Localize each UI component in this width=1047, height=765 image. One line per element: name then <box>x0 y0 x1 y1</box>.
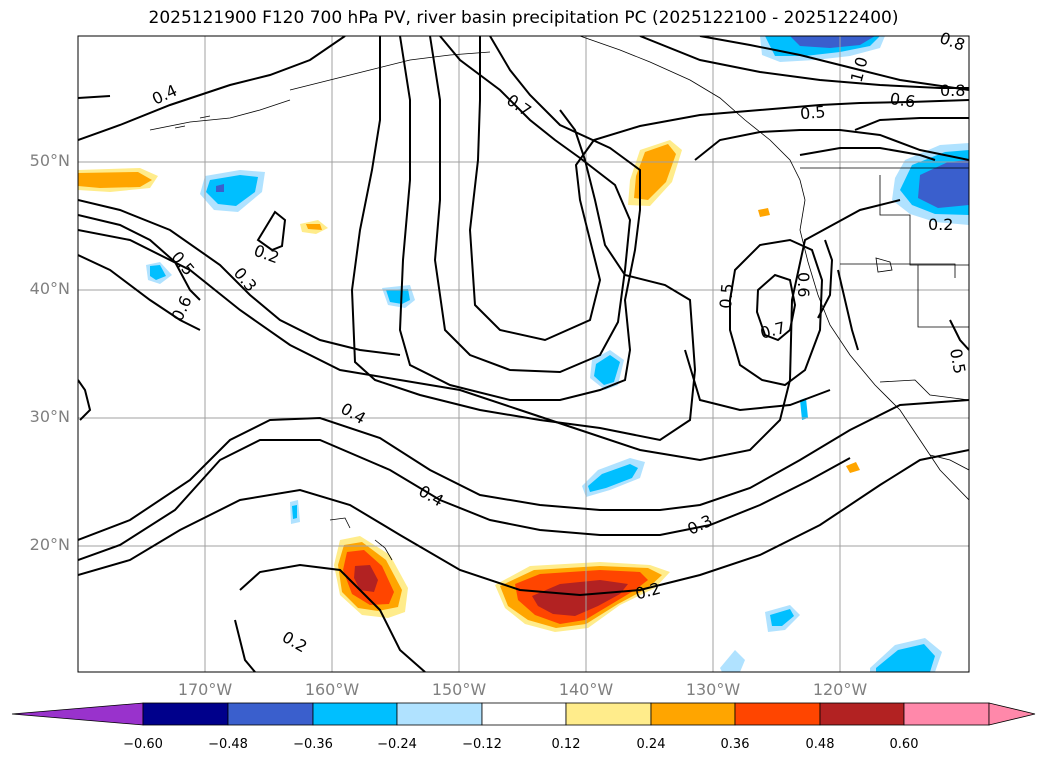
fill-pos-subtrop-l4 <box>532 580 628 616</box>
colorbar-bin <box>142 702 229 726</box>
fill-neg-e <box>800 398 808 420</box>
contour-label: 0.6 <box>889 89 917 111</box>
lat-label-50n: 50°N <box>29 151 70 170</box>
colorbar-tick: 0.12 <box>551 737 581 752</box>
colorbar-tick: 0.36 <box>720 737 750 752</box>
lon-label-160w: 160°W <box>304 680 360 699</box>
colorbar-tick: 0.60 <box>889 737 919 752</box>
contour-label: 0.5 <box>946 347 969 375</box>
fill-neg-se1-core <box>770 609 794 626</box>
fill-pos-gulf-alaska-core <box>634 144 676 200</box>
colorbar-bin <box>312 702 398 726</box>
lat-label-40n: 40°N <box>29 279 70 298</box>
colorbar-bin <box>565 702 652 726</box>
fill-pos-small-2 <box>758 208 770 217</box>
fill-neg-top-l3 <box>790 36 875 48</box>
colorbar-bin <box>227 702 314 726</box>
fill-pos-small-1-core <box>306 224 322 230</box>
precip-pc-fills <box>78 36 969 672</box>
contour-label: 0.5 <box>799 102 826 123</box>
lon-label-130w: 130°W <box>685 680 741 699</box>
lon-label-140w: 140°W <box>558 680 614 699</box>
contour-label: 0.6 <box>794 272 813 297</box>
fill-pos-small-3 <box>846 462 860 473</box>
colorbar-bin <box>650 702 736 726</box>
colorbar-tick: −0.12 <box>462 737 502 752</box>
colorbar-extend-high <box>988 702 1036 726</box>
lon-label-170w: 170°W <box>177 680 233 699</box>
fill-pos-west-edge-core <box>78 172 152 188</box>
map-border <box>77 35 970 673</box>
map-title: 2025121900 F120 700 hPa PV, river basin … <box>148 8 899 28</box>
contour-label: 0.8 <box>940 81 965 100</box>
colorbar-bin <box>819 702 905 726</box>
colorbar-tick: −0.60 <box>123 737 163 752</box>
map-frame-bg <box>78 36 969 672</box>
pv-contours <box>78 36 969 672</box>
colorbar <box>11 702 1036 726</box>
fill-neg-f-core <box>292 505 297 519</box>
colorbar-bin <box>734 702 821 726</box>
colorbar-tick: −0.48 <box>208 737 248 752</box>
colorbar-tick: −0.36 <box>293 737 333 752</box>
colorbar-tick: 0.24 <box>636 737 666 752</box>
fill-neg-c-core <box>594 355 620 385</box>
colorbar-bin <box>481 702 567 726</box>
fill-neg-d-core <box>588 464 638 492</box>
fill-neg-se3-core <box>876 644 935 672</box>
graticule <box>78 36 969 672</box>
fill-neg-west-l3 <box>216 184 224 192</box>
fill-neg-se2 <box>720 650 745 672</box>
fill-neg-east-l3 <box>918 160 969 208</box>
colorbar-tick: −0.24 <box>377 737 417 752</box>
fill-neg-w2-core <box>150 265 166 280</box>
lon-label-150w: 150°W <box>431 680 487 699</box>
colorbar-bin <box>396 702 483 726</box>
colorbar-tick: 0.48 <box>805 737 835 752</box>
fill-neg-mid-core <box>386 289 410 304</box>
colorbar-extend-low <box>11 702 144 726</box>
colorbar-bin <box>903 702 990 726</box>
lon-label-120w: 120°W <box>812 680 868 699</box>
contour-label: 0.2 <box>928 215 953 234</box>
lat-label-20n: 20°N <box>29 535 70 554</box>
contour-label: 0.5 <box>716 283 737 310</box>
fill-pos-hawaii-l4 <box>354 565 378 592</box>
fill-neg-west-l2 <box>206 175 258 206</box>
lat-label-30n: 30°N <box>29 407 70 426</box>
